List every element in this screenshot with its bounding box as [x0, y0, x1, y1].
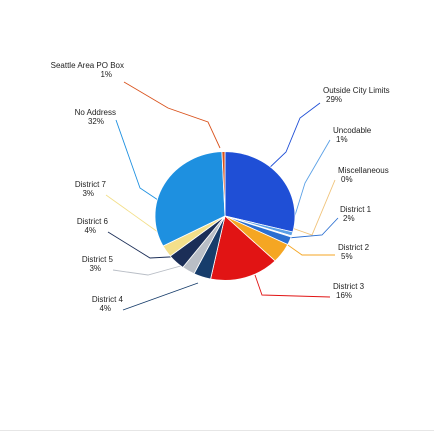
bottom-divider [0, 430, 434, 431]
slice-percent-district-6: 4% [84, 226, 96, 235]
slice-label-district-1: District 1 [340, 205, 372, 214]
leader-line-district-4 [122, 282, 199, 311]
slice-percent-district-4: 4% [99, 304, 111, 313]
leader-line-district-2 [284, 242, 335, 256]
slice-percent-district-1: 2% [343, 214, 355, 223]
slice-label-district-4: District 4 [92, 295, 124, 304]
slice-label-no-address: No Address [75, 108, 116, 117]
slice-label-district-5: District 5 [82, 255, 114, 264]
slice-percent-district-7: 3% [82, 189, 94, 198]
slice-label-district-2: District 2 [338, 243, 370, 252]
slice-label-district-7: District 7 [75, 180, 107, 189]
leader-line-district-3 [254, 274, 331, 298]
leader-line-outside-city-limits [264, 102, 321, 173]
slice-label-district-3: District 3 [333, 282, 365, 291]
slice-percent-district-3: 16% [336, 291, 352, 300]
slice-percent-district-2: 5% [341, 252, 353, 261]
pie-slice-seattle-area-po-box [221, 151, 226, 217]
pie-slice-no-address [154, 151, 226, 247]
slice-percent-uncodable: 1% [336, 135, 348, 144]
slice-label-seattle-area-po-box: Seattle Area PO Box [51, 61, 124, 70]
slice-label-district-6: District 6 [77, 217, 109, 226]
slice-label-miscellaneous: Miscellaneous [338, 166, 389, 175]
leader-line-miscellaneous [291, 179, 336, 236]
leader-line-no-address [115, 119, 159, 201]
leader-line-uncodable [291, 139, 331, 226]
leader-line-district-5 [112, 261, 196, 276]
leader-line-seattle-area-po-box [123, 81, 221, 149]
pie-slice-outside-city-limits [224, 151, 296, 233]
slice-percent-no-address: 32% [88, 117, 104, 126]
leader-line-district-1 [287, 217, 339, 239]
slice-label-uncodable: Uncodable [333, 126, 372, 135]
slice-labels: Outside City Limits29%Uncodable1%Miscell… [51, 61, 390, 313]
slice-percent-outside-city-limits: 29% [326, 95, 342, 104]
slice-percent-district-5: 3% [89, 264, 101, 273]
pie-slice-district-3 [210, 215, 276, 281]
pie-slices [154, 151, 296, 281]
slice-label-outside-city-limits: Outside City Limits [323, 86, 390, 95]
slice-percent-seattle-area-po-box: 1% [100, 70, 112, 79]
slice-percent-miscellaneous: 0% [341, 175, 353, 184]
